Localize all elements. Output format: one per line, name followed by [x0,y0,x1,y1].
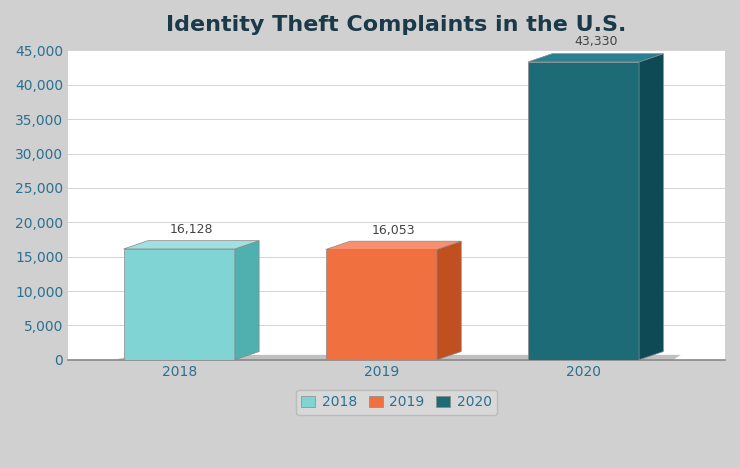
Legend: 2018, 2019, 2020: 2018, 2019, 2020 [296,389,497,415]
Polygon shape [235,241,259,360]
Polygon shape [326,241,461,249]
Polygon shape [639,54,663,360]
Polygon shape [124,241,259,249]
Polygon shape [326,249,437,360]
Polygon shape [124,249,235,360]
Title: Identity Theft Complaints in the U.S.: Identity Theft Complaints in the U.S. [166,15,627,35]
Polygon shape [113,355,681,360]
Text: 16,128: 16,128 [169,223,213,236]
Text: 16,053: 16,053 [371,224,415,237]
Polygon shape [528,62,639,360]
Polygon shape [528,54,663,62]
Polygon shape [437,241,461,360]
Text: 43,330: 43,330 [574,35,617,48]
